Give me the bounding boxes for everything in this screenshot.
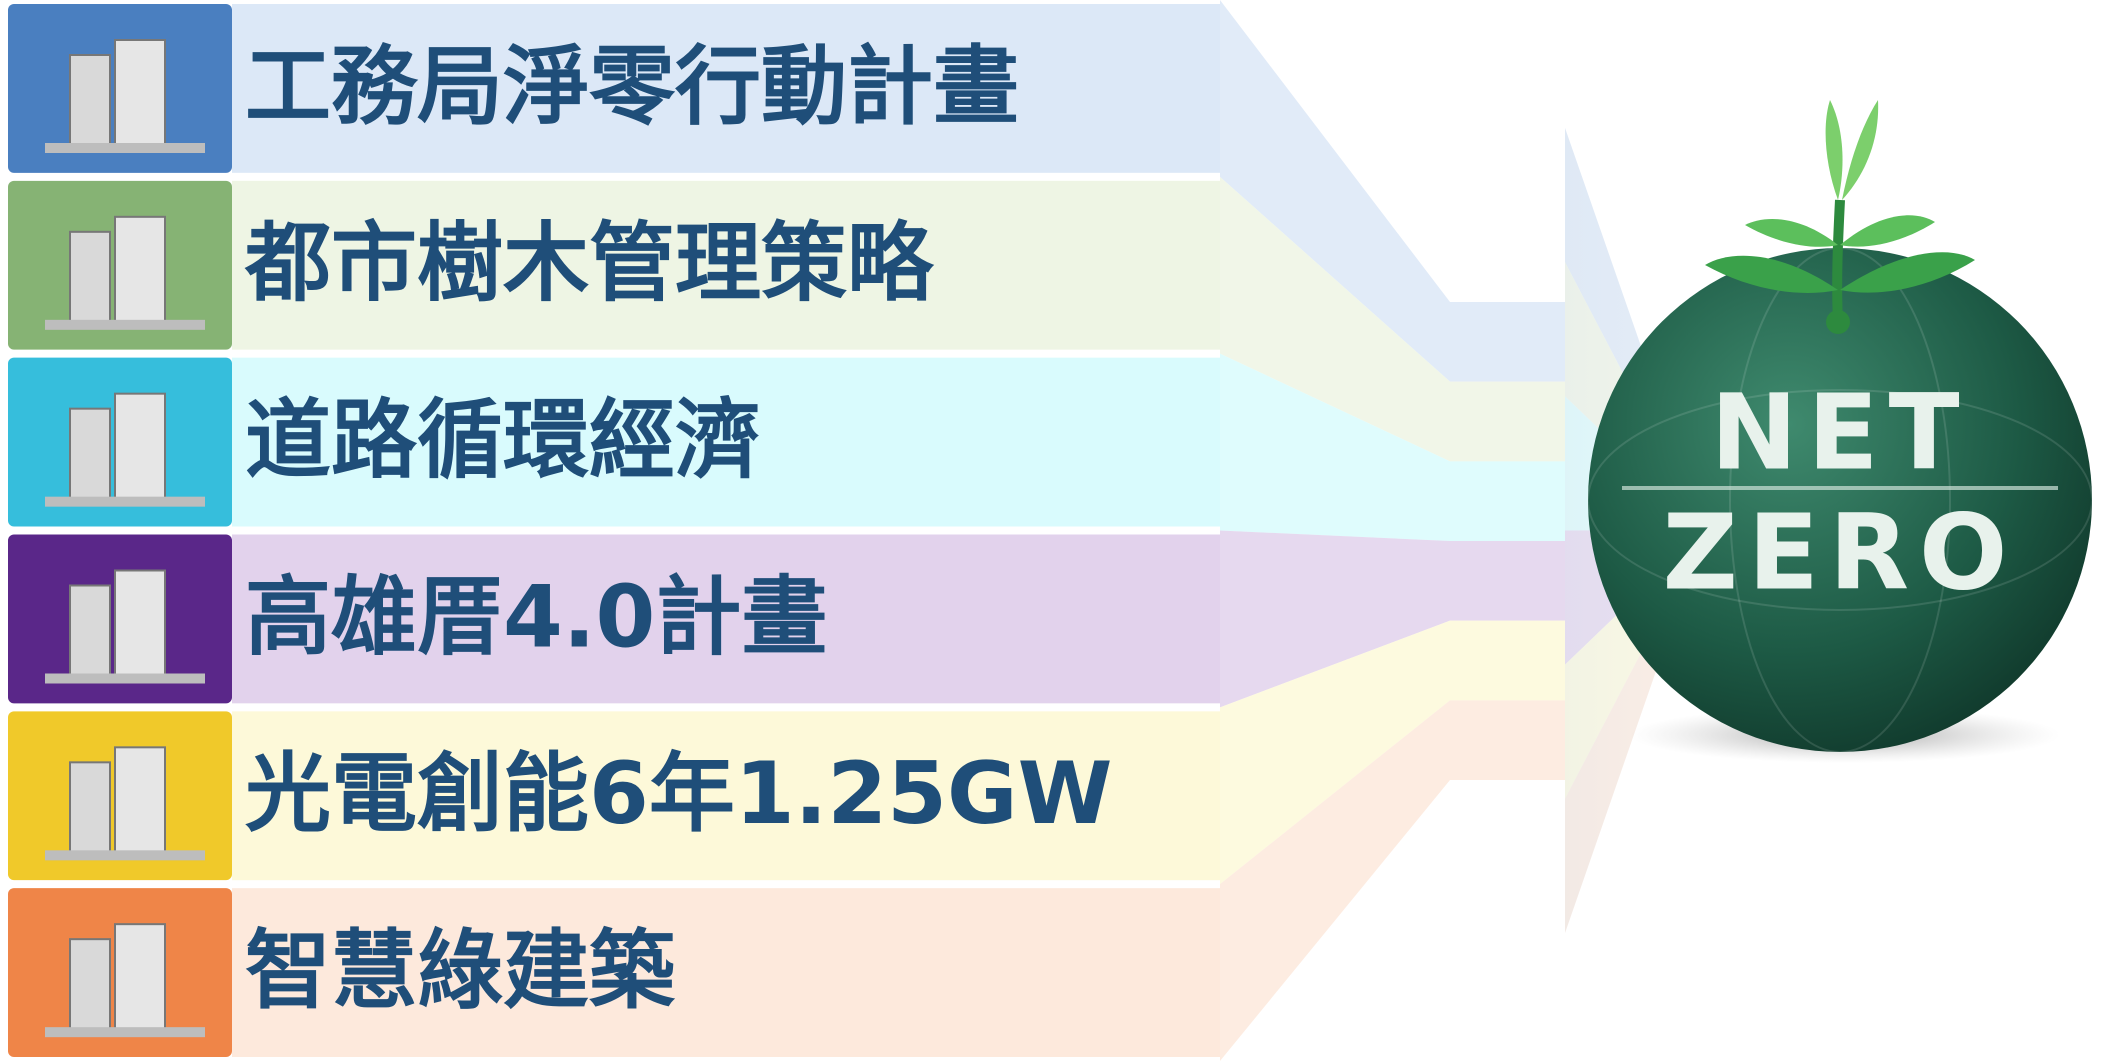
- leaf: [1745, 219, 1838, 247]
- stem-base: [1826, 310, 1850, 334]
- icon-building: [115, 40, 165, 145]
- icon-base: [45, 143, 205, 153]
- icon-building: [115, 571, 165, 676]
- icon-building: [70, 55, 110, 145]
- icon-building: [70, 409, 110, 499]
- icon-base: [45, 674, 205, 684]
- item-label: 道路循環經濟: [245, 391, 761, 491]
- badge-line1: NET: [1710, 371, 1969, 493]
- net-zero-diagram: 工務局淨零行動計畫都市樹木管理策略道路循環經濟高雄厝4.0計畫光電創能6年1.2…: [0, 0, 2106, 1061]
- item-label: 高雄厝4.0計畫: [245, 567, 827, 667]
- item-label: 都市樹木管理策略: [244, 214, 935, 314]
- stem: [1837, 200, 1840, 322]
- leaf: [1826, 100, 1843, 200]
- icon-base: [45, 497, 205, 507]
- leaf: [1842, 100, 1878, 200]
- icon-building: [115, 747, 165, 852]
- leaf: [1840, 215, 1935, 246]
- icon-building: [70, 762, 110, 852]
- badge-line2: ZERO: [1663, 491, 2018, 613]
- icon-building: [115, 924, 165, 1029]
- item-label: 光電創能6年1.25GW: [245, 744, 1112, 844]
- icon-base: [45, 320, 205, 330]
- rows: 工務局淨零行動計畫都市樹木管理策略道路循環經濟高雄厝4.0計畫光電創能6年1.2…: [8, 4, 1220, 1057]
- icon-building: [70, 232, 110, 322]
- icon-building: [115, 394, 165, 499]
- item-label: 工務局淨零行動計畫: [245, 37, 1019, 137]
- net-zero-globe: NET ZERO: [1588, 100, 2092, 763]
- icon-base: [45, 850, 205, 860]
- icon-base: [45, 1027, 205, 1037]
- icon-building: [115, 217, 165, 322]
- item-label: 智慧綠建築: [245, 921, 676, 1021]
- icon-building: [70, 939, 110, 1029]
- icon-building: [70, 586, 110, 676]
